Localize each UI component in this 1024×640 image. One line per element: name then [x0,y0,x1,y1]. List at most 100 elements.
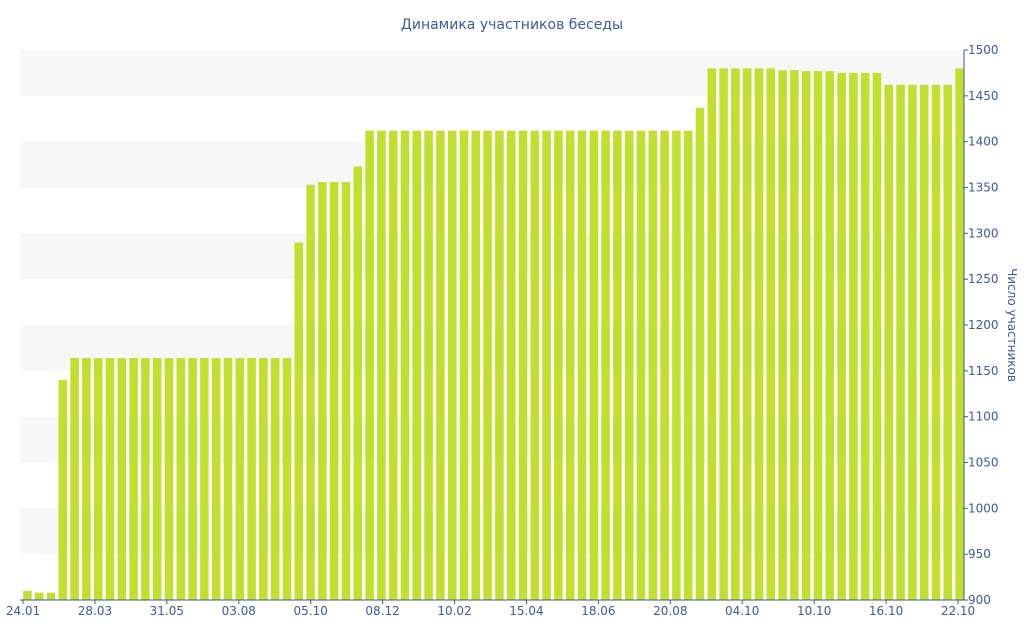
bar [495,130,504,601]
x-tick-label: 24.01 [6,604,40,618]
chart-title: Динамика участников беседы [401,17,623,33]
bar [719,68,728,600]
bar [837,72,846,601]
bar [353,166,363,601]
y-tick-label: 1150 [968,364,999,378]
bar [141,358,150,600]
bar [695,107,705,600]
bar [506,130,516,601]
bar [825,71,835,600]
grid-band [20,233,964,280]
bar [542,130,551,601]
bar [247,358,256,600]
bar [624,130,634,601]
bar [565,130,575,601]
grid-band [20,141,964,188]
x-tick-label: 03.08 [222,604,256,618]
bar [849,72,858,601]
bar [400,130,410,601]
x-tick-label: 18.06 [581,604,615,618]
bar [813,71,823,600]
bar [235,358,245,600]
bar [648,130,658,601]
x-tick-label: 10.10 [797,604,831,618]
bar [377,130,386,601]
y-tick-label: 900 [968,593,991,607]
bar [365,130,374,601]
bar [117,358,127,600]
x-axis-ticks: 24.01 28.03 31.05 03.08 05.10 08.12 10.02 15.04… [6,600,975,618]
y-tick-label: 950 [968,547,991,561]
bar [176,358,186,600]
y-tick-label: 1400 [968,135,999,149]
grid-band [20,416,964,463]
bar [636,130,646,601]
bar [483,130,492,601]
bar [884,84,894,600]
bar [436,130,445,601]
bar [282,358,292,600]
bar [613,130,622,601]
x-tick-label: 08.12 [365,604,399,618]
bar [683,130,693,601]
bar [778,70,787,601]
bar [129,358,138,600]
bar [46,592,56,600]
y-axis-label: Число участников [1005,268,1019,382]
grid-band [20,508,964,555]
bar [919,84,929,600]
bar [211,358,221,600]
bar [955,68,964,600]
bar [589,130,599,601]
y-tick-label: 1200 [968,318,999,332]
y-tick-label: 1450 [968,89,999,103]
bar [23,590,32,600]
bar [754,68,764,600]
x-tick-label: 31.05 [150,604,184,618]
bar [731,68,740,600]
y-tick-label: 1250 [968,272,999,286]
bar [306,184,315,600]
bar [931,84,941,600]
bar [471,130,481,601]
x-tick-label: 10.02 [437,604,471,618]
bar [601,130,610,601]
bar [200,358,209,600]
bar [294,242,304,600]
bar [943,84,953,600]
bar [34,592,44,600]
y-tick-label: 1000 [968,501,999,515]
bar [801,71,811,600]
bar [105,358,115,600]
x-tick-label: 16.10 [869,604,903,618]
y-tick-label: 1500 [968,43,999,57]
bar [790,70,799,601]
bar [164,358,174,600]
bar [672,130,681,601]
bar [530,130,540,601]
bar [908,84,917,600]
bar [82,358,91,600]
bar [270,358,280,600]
bar [518,130,528,601]
bar-series [23,68,964,601]
bar [554,130,563,601]
x-tick-label: 22.10 [941,604,975,618]
bar [447,130,457,601]
x-tick-label: 28.03 [78,604,112,618]
y-tick-label: 1300 [968,226,999,240]
y-tick-label: 1350 [968,181,999,195]
bar [329,182,339,600]
bar [860,72,870,601]
y-tick-label: 1100 [968,410,999,424]
grid-band [20,325,964,371]
bar [188,358,197,600]
x-tick-label: 15.04 [509,604,543,618]
x-tick-label: 04.10 [725,604,759,618]
bar [424,130,433,601]
bar [660,130,669,601]
y-tick-label: 1050 [968,456,999,470]
bar [388,130,398,601]
grid-band [20,50,964,96]
